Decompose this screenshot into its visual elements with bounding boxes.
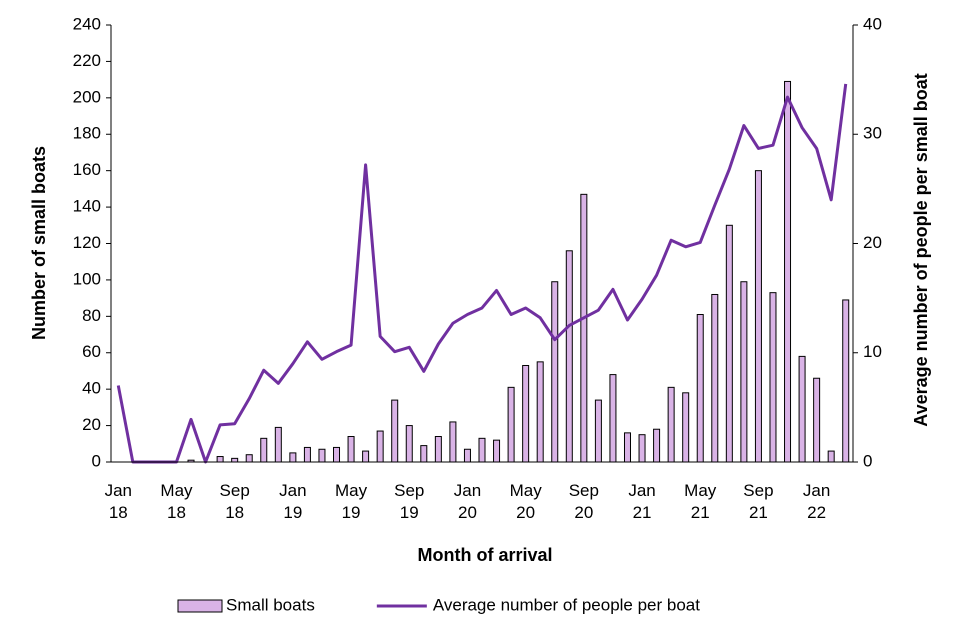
bar xyxy=(289,452,297,463)
y-tick-label: 220 xyxy=(73,51,101,70)
bar xyxy=(623,432,631,463)
bar xyxy=(493,439,501,463)
bar xyxy=(842,299,850,463)
y2-axis-title: Average number of people per small boat xyxy=(911,73,931,426)
y-tick-label: 60 xyxy=(82,342,101,361)
y-tick-label: 200 xyxy=(73,87,101,106)
bar xyxy=(682,392,690,463)
bar xyxy=(725,224,733,463)
y2-tick-label: 10 xyxy=(863,342,882,361)
x-tick-label: May 21 xyxy=(684,481,717,522)
y-tick-label: 180 xyxy=(73,124,101,143)
bar xyxy=(449,421,457,463)
y-tick-label: 0 xyxy=(92,451,101,470)
legend-label: Small boats xyxy=(226,595,315,614)
bar xyxy=(754,170,762,463)
bar xyxy=(376,430,384,463)
bar xyxy=(711,293,719,463)
bar xyxy=(784,80,792,463)
bar xyxy=(318,448,326,463)
line xyxy=(116,83,848,464)
y2-tick-label: 40 xyxy=(863,14,882,33)
bar xyxy=(653,428,661,463)
y2-tick-label: 30 xyxy=(863,124,882,143)
y-tick-label: 160 xyxy=(73,160,101,179)
x-tick-label: Sep 18 xyxy=(220,481,250,522)
bar xyxy=(362,450,370,463)
bar xyxy=(536,361,544,463)
bar xyxy=(827,450,835,463)
bar xyxy=(638,434,646,463)
y-axis-title: Number of small boats xyxy=(29,146,49,340)
bar xyxy=(333,446,341,463)
x-tick-label: Sep 20 xyxy=(569,481,599,522)
bar xyxy=(740,281,748,463)
bar xyxy=(216,456,224,463)
x-axis-title: Month of arrival xyxy=(417,545,552,565)
bar xyxy=(580,193,588,463)
y-tick-label: 120 xyxy=(73,233,101,252)
bar xyxy=(522,364,530,463)
bar xyxy=(303,446,311,463)
bar xyxy=(565,250,573,463)
bar xyxy=(434,436,442,463)
x-tick-label: May 19 xyxy=(335,481,368,522)
bar xyxy=(667,386,675,463)
bar xyxy=(245,454,253,463)
bar xyxy=(260,437,268,463)
legend-swatch xyxy=(177,599,223,613)
bar xyxy=(507,386,515,463)
x-tick-label: Sep 19 xyxy=(394,481,424,522)
bar xyxy=(551,281,559,463)
y-tick-label: 20 xyxy=(82,415,101,434)
bar xyxy=(405,425,413,463)
bar xyxy=(478,437,486,463)
bar xyxy=(769,292,777,463)
y-tick-label: 40 xyxy=(82,379,101,398)
y-tick-label: 80 xyxy=(82,306,101,325)
bar xyxy=(798,355,806,463)
bar xyxy=(813,377,821,463)
y-tick-label: 240 xyxy=(73,14,101,33)
y2-tick-label: 0 xyxy=(863,451,872,470)
x-tick-label: Jan 22 xyxy=(803,481,830,522)
bar xyxy=(274,426,282,463)
x-tick-label: Jan 19 xyxy=(279,481,306,522)
y-tick-label: 140 xyxy=(73,197,101,216)
bar xyxy=(231,457,239,463)
y2-tick-label: 20 xyxy=(863,233,882,252)
legend-label: Average number of people per boat xyxy=(433,595,700,614)
bar xyxy=(420,445,428,463)
x-tick-label: Jan 20 xyxy=(454,481,481,522)
y-tick-label: 100 xyxy=(73,269,101,288)
x-tick-label: Jan 21 xyxy=(628,481,655,522)
bar xyxy=(463,448,471,463)
x-tick-label: May 18 xyxy=(160,481,193,522)
bar xyxy=(609,374,617,463)
x-tick-label: May 20 xyxy=(510,481,543,522)
bar xyxy=(391,399,399,463)
x-tick-label: Sep 21 xyxy=(743,481,773,522)
x-tick-label: Jan 18 xyxy=(105,481,132,522)
bar xyxy=(594,399,602,463)
bar xyxy=(696,314,704,463)
bar xyxy=(347,436,355,463)
